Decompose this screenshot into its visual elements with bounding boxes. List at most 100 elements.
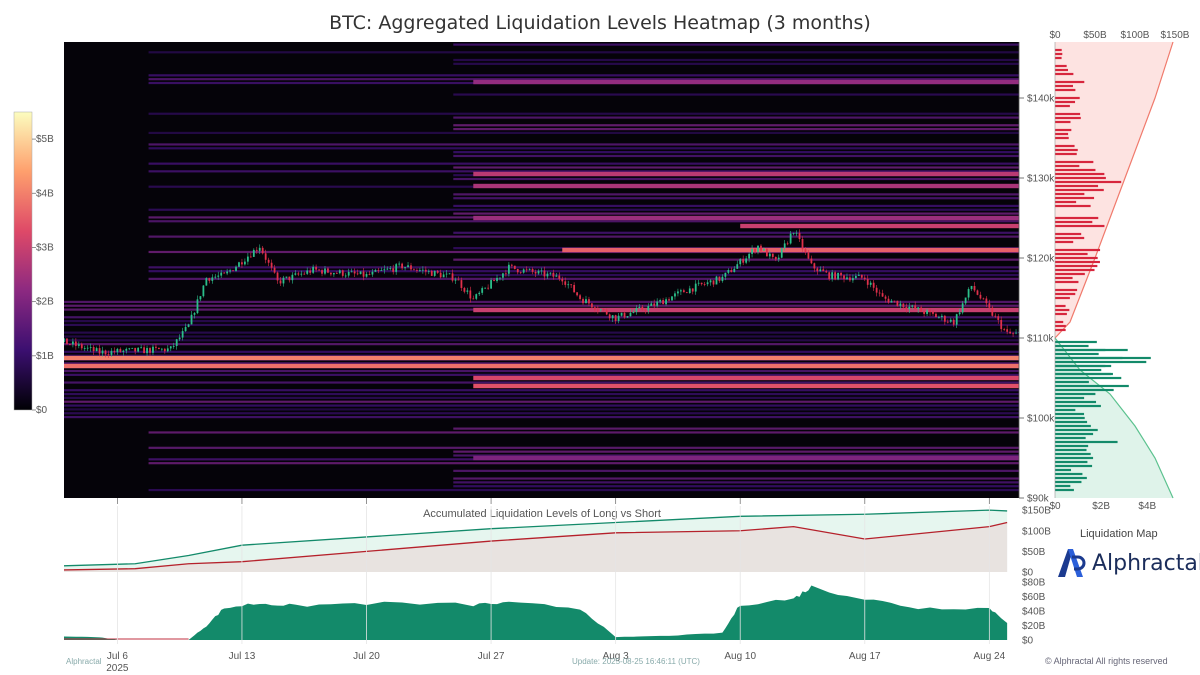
short-liquidation-bar bbox=[1055, 328, 1066, 332]
profile-bottom-tick-label: $4B bbox=[1138, 501, 1156, 512]
candle-body bbox=[712, 280, 715, 285]
candle-body bbox=[303, 273, 306, 275]
candle-body bbox=[564, 281, 567, 285]
candle-body bbox=[549, 272, 552, 274]
candle-body bbox=[312, 266, 315, 273]
colorbar-ticks: $5B $4B $3B $2B $1B $0 bbox=[32, 134, 54, 416]
short-liquidation-bar bbox=[1055, 64, 1067, 68]
candle-body bbox=[691, 288, 694, 292]
short-liquidation-bar bbox=[1055, 320, 1064, 324]
profile-bottom-tick-label: $0 bbox=[1049, 501, 1061, 512]
candle-body bbox=[386, 268, 389, 270]
candle-body bbox=[175, 339, 178, 347]
accumulated-y-tick-label: $100B bbox=[1022, 526, 1051, 537]
candle-body bbox=[330, 272, 332, 275]
heatmap-texture-band bbox=[453, 116, 1019, 119]
candle-body bbox=[837, 272, 839, 280]
long-liquidation-bar bbox=[1055, 388, 1114, 392]
candle-body bbox=[202, 285, 205, 297]
candle-body bbox=[774, 256, 777, 260]
candle-body bbox=[849, 277, 851, 281]
heatmap-texture-band bbox=[148, 147, 1019, 150]
candle-body bbox=[828, 272, 831, 280]
candle-body bbox=[626, 316, 629, 318]
candle-body bbox=[917, 307, 920, 309]
candle-body bbox=[923, 311, 925, 314]
candle-body bbox=[519, 272, 522, 274]
heatmap-texture-band bbox=[148, 74, 1019, 77]
long-liquidation-bar bbox=[1055, 456, 1094, 460]
candle-body bbox=[751, 249, 753, 254]
candle-body bbox=[510, 264, 513, 266]
candle-body bbox=[362, 271, 365, 277]
candle-body bbox=[866, 279, 869, 285]
long-liquidation-bar bbox=[1055, 444, 1089, 448]
long-liquidation-bar bbox=[1055, 488, 1074, 492]
candle-body bbox=[413, 269, 415, 271]
short-liquidation-bar bbox=[1055, 280, 1079, 284]
heatmap-texture-band bbox=[64, 339, 1019, 342]
candle-body bbox=[380, 270, 383, 272]
heatmap-y-tick-label: $120k bbox=[1027, 254, 1055, 265]
short-liquidation-bar bbox=[1055, 272, 1085, 276]
candle-body bbox=[122, 350, 125, 352]
candle-body bbox=[724, 272, 727, 277]
heatmap-texture-band bbox=[453, 481, 1019, 484]
candle-body bbox=[205, 278, 208, 286]
short-liquidation-bar bbox=[1055, 220, 1093, 224]
candle-body bbox=[71, 341, 74, 345]
candle-body bbox=[475, 294, 478, 299]
candle-body bbox=[146, 348, 148, 354]
candle-body bbox=[181, 331, 184, 338]
heatmap-y-axis: $140k $130k $120k $110k $100k $90k bbox=[1018, 42, 1055, 505]
heatmap-band bbox=[473, 307, 1019, 313]
heatmap-texture-band bbox=[64, 335, 1019, 338]
candle-body bbox=[946, 321, 949, 323]
candle-body bbox=[86, 347, 89, 349]
candle-body bbox=[831, 272, 834, 280]
candle-body bbox=[261, 247, 264, 254]
candle-body bbox=[929, 310, 931, 312]
short-liquidation-bar bbox=[1055, 172, 1105, 176]
short-liquidation-bar bbox=[1055, 104, 1070, 108]
short-liquidation-bar bbox=[1055, 100, 1076, 104]
long-liquidation-bar bbox=[1055, 372, 1113, 376]
heatmap-y-tick-label: $140k bbox=[1027, 94, 1055, 105]
candle-body bbox=[353, 271, 356, 274]
candle-body bbox=[220, 272, 223, 276]
candle-body bbox=[757, 245, 759, 252]
x-tick-label: Jul 13 bbox=[229, 651, 256, 662]
candle-body bbox=[591, 303, 593, 308]
heatmap-texture-band bbox=[453, 128, 1019, 131]
heatmap-texture-band bbox=[453, 212, 1019, 215]
candle-body bbox=[935, 313, 937, 318]
short-liquidation-bar bbox=[1055, 256, 1098, 260]
candle-body bbox=[602, 309, 605, 311]
heatmap-texture-band bbox=[453, 197, 1019, 200]
candle-body bbox=[238, 262, 240, 267]
heatmap-texture-band bbox=[453, 231, 1019, 234]
delta-area bbox=[64, 585, 1008, 640]
heatmap-band bbox=[473, 183, 1019, 189]
candle-body bbox=[677, 291, 679, 294]
alphractal-logo-icon bbox=[1058, 549, 1086, 577]
candle-body bbox=[1018, 332, 1019, 333]
candle-body bbox=[742, 259, 745, 263]
long-liquidation-bar bbox=[1055, 396, 1085, 400]
long-liquidation-bar bbox=[1055, 432, 1094, 436]
heatmap-texture-band bbox=[64, 416, 1019, 419]
heatmap-texture-band bbox=[64, 373, 1019, 376]
candle-body bbox=[92, 347, 95, 352]
heatmap-band bbox=[473, 455, 1019, 461]
accumulated-y-tick-label: $50B bbox=[1022, 547, 1046, 558]
short-accumulated-line bbox=[63, 521, 1008, 571]
long-cumulative-line bbox=[1054, 337, 1174, 499]
long-liquidation-bar bbox=[1055, 392, 1096, 396]
heatmap-texture-band bbox=[148, 131, 1019, 135]
short-liquidation-bar bbox=[1055, 276, 1073, 280]
candle-body bbox=[416, 269, 418, 271]
short-liquidation-bar bbox=[1055, 268, 1095, 272]
short-liquidation-bar bbox=[1055, 144, 1075, 148]
candle-body bbox=[374, 269, 377, 272]
